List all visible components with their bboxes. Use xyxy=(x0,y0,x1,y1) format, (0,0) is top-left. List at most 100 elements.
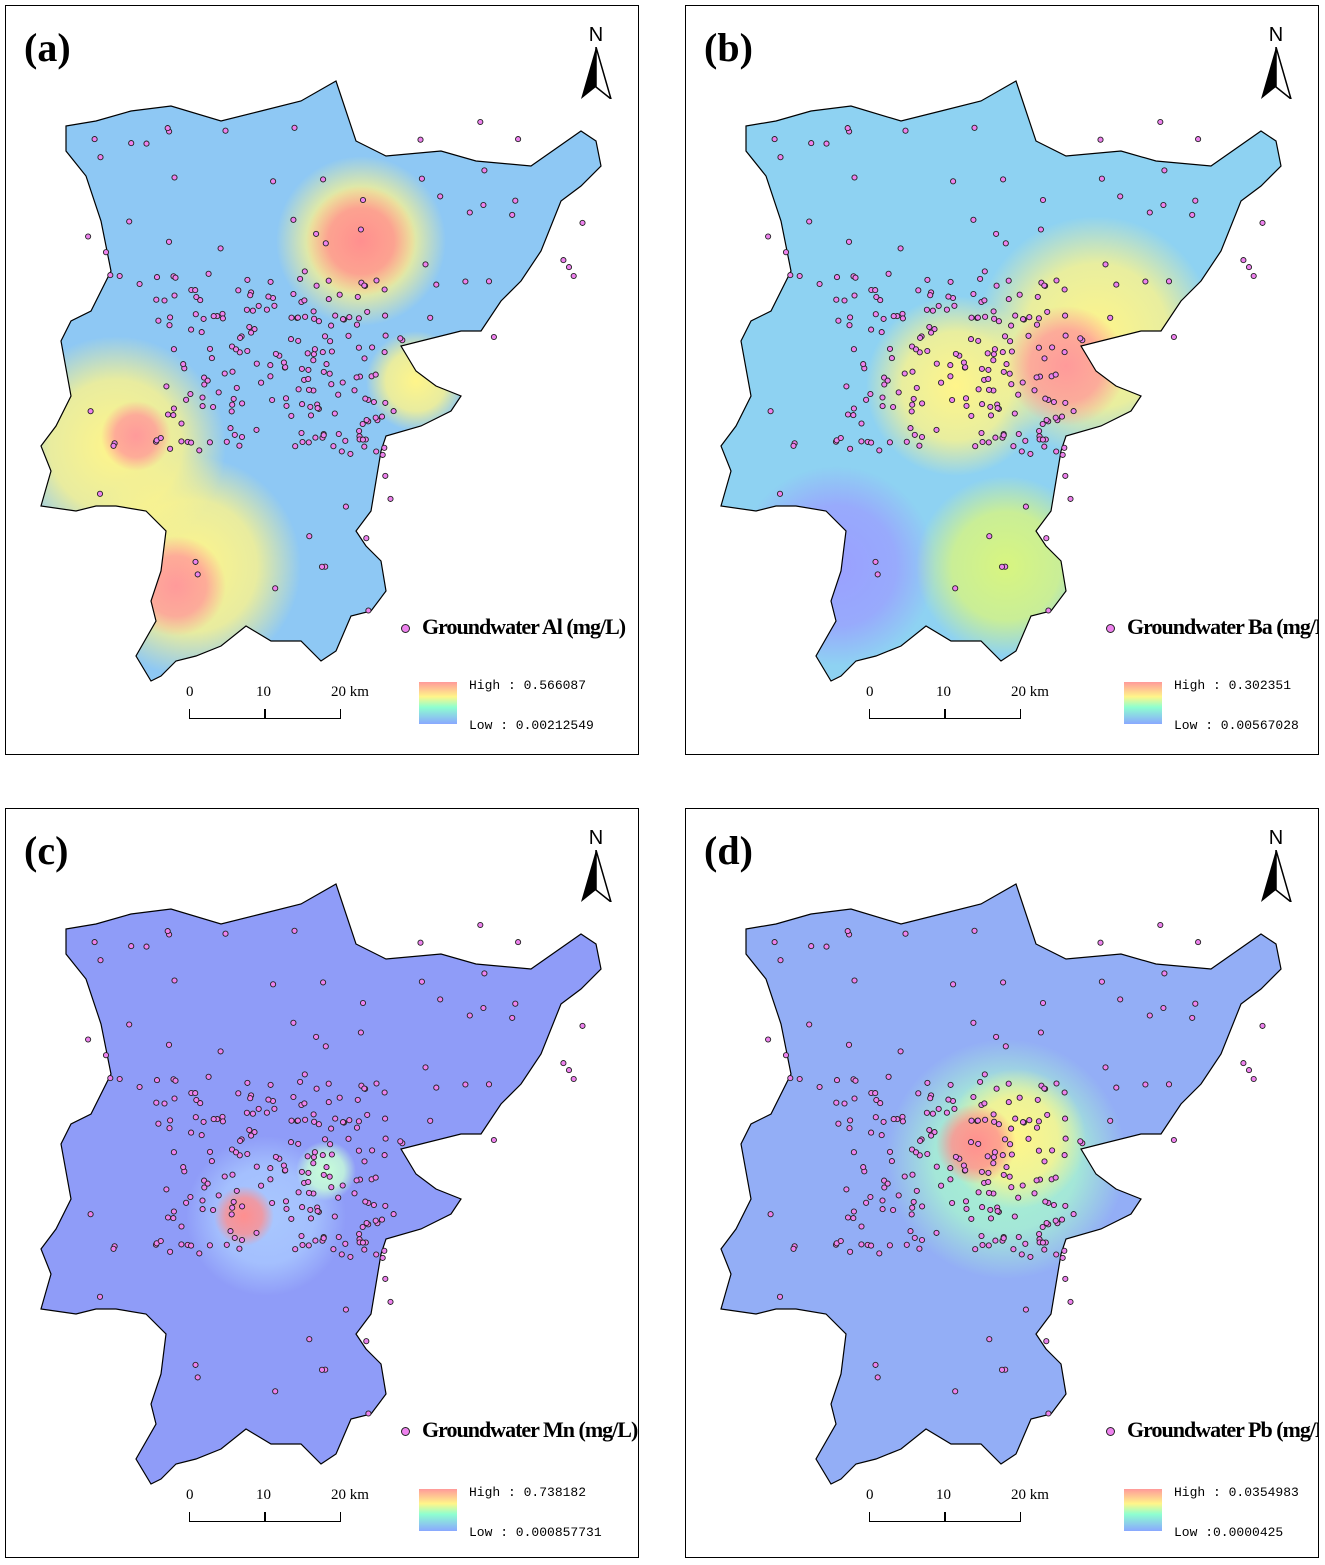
sample-point xyxy=(315,318,322,325)
sample-point xyxy=(481,970,488,977)
sample-point xyxy=(998,563,1006,570)
sample-point xyxy=(1058,1216,1066,1223)
sample-point xyxy=(886,439,893,446)
sample-point xyxy=(978,429,985,437)
sample-point xyxy=(166,1125,173,1132)
sample-point xyxy=(359,999,367,1007)
sample-point xyxy=(305,366,312,373)
sample-point xyxy=(851,1095,858,1102)
sample-point xyxy=(1035,315,1042,322)
sample-point xyxy=(1035,344,1042,351)
sample-point xyxy=(877,297,884,304)
sample-point xyxy=(923,306,930,313)
sample-point xyxy=(910,395,917,402)
sample-point xyxy=(938,379,945,386)
sample-point xyxy=(984,350,991,357)
sample-point xyxy=(382,1275,389,1282)
sample-point xyxy=(968,1215,975,1222)
sample-point xyxy=(253,360,260,367)
sample-point xyxy=(301,297,308,304)
sample-point xyxy=(215,389,222,396)
sample-point xyxy=(361,1085,368,1092)
sample-point xyxy=(307,1206,314,1213)
sample-point xyxy=(928,329,935,336)
sample-point xyxy=(1052,1174,1059,1181)
sample-point xyxy=(249,1110,256,1117)
sample-point xyxy=(1000,432,1007,439)
sample-point xyxy=(1015,1194,1022,1201)
sample-point xyxy=(845,1041,853,1048)
sample-point xyxy=(239,1203,246,1210)
sample-point xyxy=(895,1192,902,1199)
sample-point xyxy=(387,495,394,502)
sample-point xyxy=(873,1096,880,1104)
sample-point xyxy=(247,1095,254,1102)
north-label: N xyxy=(588,24,604,46)
sample-point xyxy=(782,1052,790,1059)
sample-point xyxy=(288,314,295,321)
sample-point xyxy=(947,1165,954,1172)
sample-point xyxy=(244,1079,251,1086)
sample-point xyxy=(1012,1115,1019,1122)
sample-point xyxy=(365,607,372,614)
sample-point xyxy=(235,287,242,294)
sample-point xyxy=(355,344,362,351)
sample-point xyxy=(339,1182,346,1189)
sample-point xyxy=(1041,282,1048,289)
sample-point xyxy=(1005,1080,1012,1087)
sample-point xyxy=(985,386,993,393)
sample-point xyxy=(126,1021,133,1028)
sample-point xyxy=(908,343,916,350)
sample-point xyxy=(990,308,997,315)
sample-point xyxy=(318,1366,326,1373)
sample-point xyxy=(1034,293,1041,300)
map-panel-c: (c) N Groundwater Mn (mg/L) High : 0.738… xyxy=(5,808,639,1558)
sample-point xyxy=(372,1174,379,1181)
sample-point xyxy=(345,1135,352,1142)
sample-point xyxy=(96,490,104,497)
panel-label: (d) xyxy=(704,828,753,873)
sample-point xyxy=(844,928,851,935)
sample-point xyxy=(967,1139,975,1146)
sample-point xyxy=(361,1158,368,1165)
sample-point xyxy=(310,1111,317,1118)
sample-point xyxy=(299,1204,306,1211)
sample-point xyxy=(205,270,212,277)
sample-point xyxy=(322,1043,329,1050)
sample-point xyxy=(879,403,886,410)
sample-point xyxy=(908,1211,915,1218)
legend-low: Low :0.0000425 xyxy=(1174,1525,1284,1540)
sample-point xyxy=(313,1085,320,1092)
sample-point xyxy=(990,1154,997,1161)
sample-point xyxy=(332,1115,339,1122)
sample-point xyxy=(1003,1164,1010,1171)
sample-point xyxy=(267,1176,274,1183)
sample-point xyxy=(1062,332,1069,339)
sample-point xyxy=(933,1229,940,1236)
sample-point xyxy=(231,431,238,438)
sample-point xyxy=(1043,416,1050,424)
sample-point xyxy=(852,1077,859,1084)
sample-point xyxy=(480,201,487,209)
sample-point xyxy=(320,368,327,375)
sample-point xyxy=(1240,257,1247,264)
sample-point xyxy=(975,337,982,344)
sample-point xyxy=(843,383,850,390)
sample-point xyxy=(187,390,194,398)
sample-point xyxy=(1005,296,1012,303)
sample-point xyxy=(806,1021,813,1028)
sample-point xyxy=(198,1132,205,1139)
sample-point xyxy=(223,438,230,445)
sample-point xyxy=(318,563,326,570)
sample-point xyxy=(136,1083,143,1091)
sample-point xyxy=(312,434,319,441)
sample-point xyxy=(1044,1111,1051,1118)
sample-point xyxy=(305,1169,312,1176)
sample-point xyxy=(1250,1075,1257,1083)
sample-point xyxy=(823,943,830,950)
sample-point xyxy=(236,442,243,449)
sample-point xyxy=(968,1117,975,1124)
sample-point xyxy=(295,337,302,344)
sample-point xyxy=(1061,1152,1068,1159)
sample-point xyxy=(397,1138,404,1145)
